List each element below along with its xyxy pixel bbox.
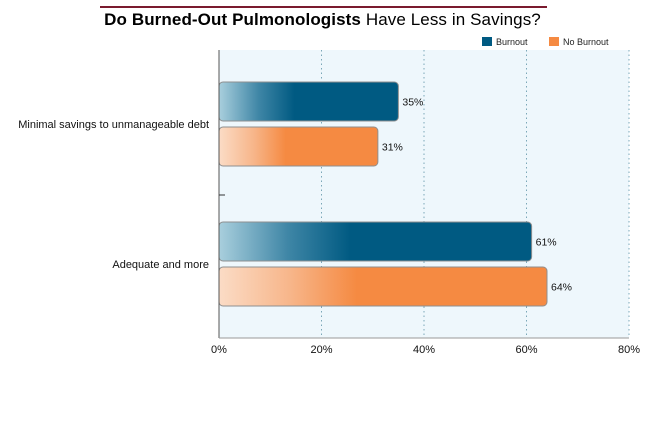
legend-swatch <box>482 37 492 46</box>
bar-burnout <box>218 221 533 262</box>
x-tick-label: 60% <box>515 344 537 356</box>
bar-no-burnout <box>218 126 379 167</box>
x-tick-label: 80% <box>618 344 640 356</box>
data-label: 31% <box>382 142 403 154</box>
legend-swatch <box>549 37 559 46</box>
x-tick-label: 20% <box>310 344 332 356</box>
chart-title-bold: Do Burned-Out Pulmonologists <box>104 10 361 29</box>
x-tick-label: 0% <box>211 344 227 356</box>
chart-title-rest: Have Less in Savings? <box>365 10 541 29</box>
labels: 35% 31% Minimal savings to unmanageable de… <box>18 97 572 294</box>
data-label: 64% <box>551 282 572 294</box>
data-label: 35% <box>402 97 423 109</box>
category-label: Minimal savings to unmanageable debt <box>18 119 209 131</box>
title-rule <box>100 6 547 8</box>
legend: Burnout No Burnout <box>482 37 609 47</box>
axes: 0% 20% 40% 60% 80% <box>211 50 640 356</box>
legend-label: No Burnout <box>563 37 609 47</box>
bar-burnout <box>218 81 399 122</box>
chart-title: Do Burned-Out Pulmonologists Have Less i… <box>0 10 645 30</box>
bar-no-burnout <box>218 266 548 307</box>
category-label: Adequate and more <box>112 259 209 271</box>
bars <box>218 81 548 307</box>
legend-label: Burnout <box>496 37 528 47</box>
x-tick-label: 40% <box>413 344 435 356</box>
data-label: 61% <box>536 237 557 249</box>
